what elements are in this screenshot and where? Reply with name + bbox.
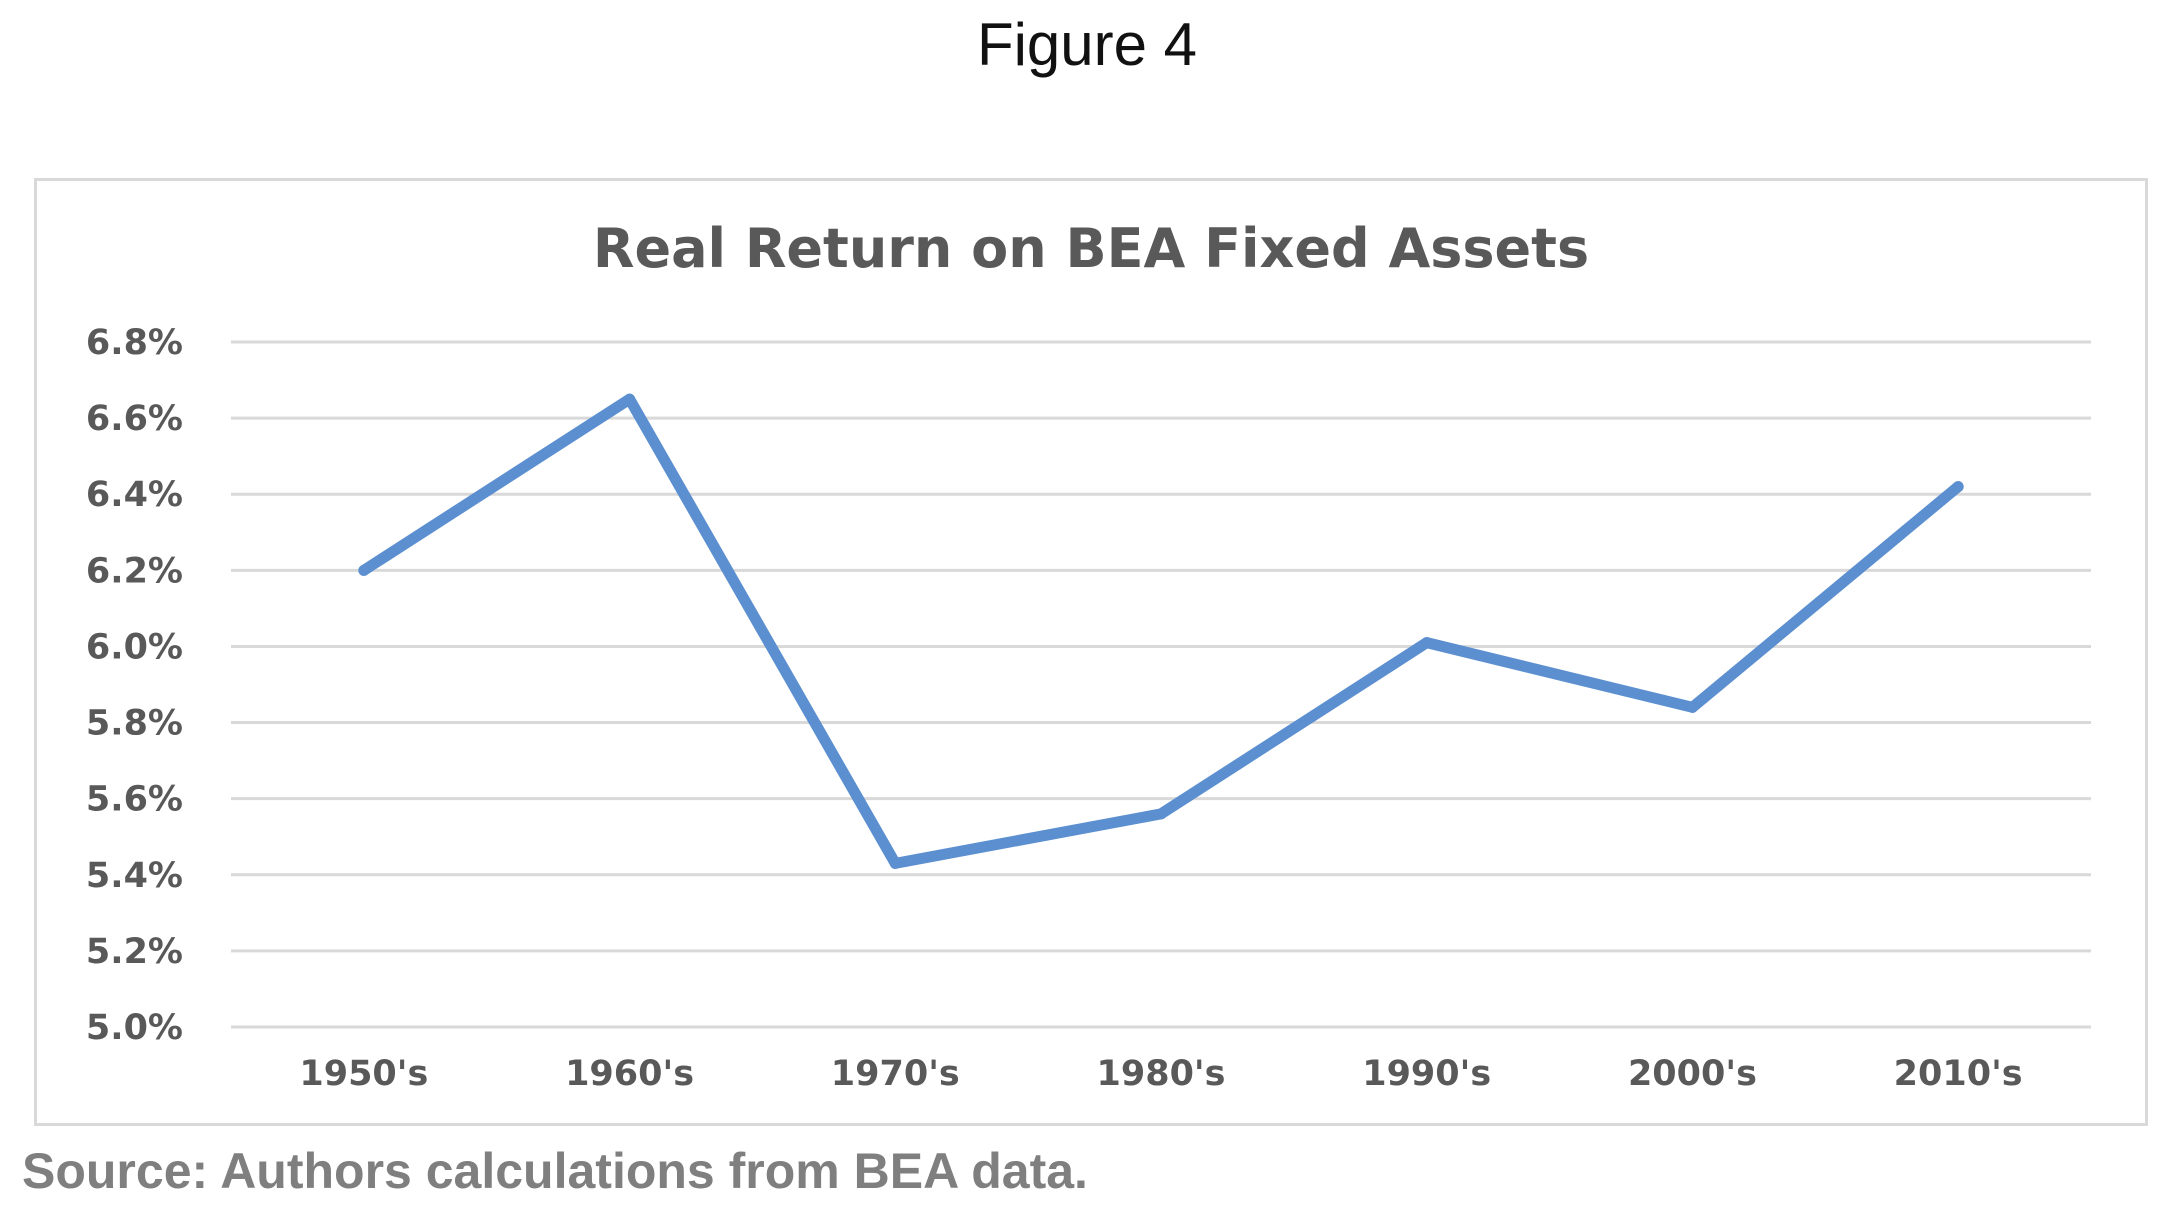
series-layer <box>358 393 1964 869</box>
data-point <box>358 564 370 576</box>
data-point <box>624 393 636 405</box>
y-tick-label: 5.2% <box>86 932 183 972</box>
y-tick-label: 5.0% <box>86 1008 183 1048</box>
series-line <box>358 393 1964 869</box>
y-axis-tick-labels: 5.0% 5.2% 5.4% 5.6% 5.8% 6.0% 6.2% 6.4% 6.6% 6.8% <box>86 323 183 1048</box>
chart-frame: Real Return on BEA Fixed Assets 5.0% 5.2%… <box>34 178 2148 1126</box>
data-point <box>1421 637 1433 649</box>
data-point <box>1952 481 1964 493</box>
x-tick-label: 1990's <box>1362 1054 1491 1094</box>
x-tick-label: 1980's <box>1097 1054 1226 1094</box>
data-point <box>1686 701 1698 713</box>
x-tick-label: 1960's <box>565 1054 694 1094</box>
data-point <box>1155 808 1167 820</box>
gridlines <box>231 340 2091 1029</box>
x-tick-label: 1950's <box>299 1054 428 1094</box>
source-note: Source: Authors calculations from BEA da… <box>22 1143 1088 1199</box>
y-tick-label: 6.2% <box>86 551 183 591</box>
data-point <box>889 857 901 869</box>
figure-label: Figure 4 <box>976 11 1198 78</box>
x-tick-label: 1970's <box>831 1054 960 1094</box>
chart-title: Real Return on BEA Fixed Assets <box>593 217 1589 280</box>
y-tick-label: 5.4% <box>86 856 183 896</box>
line-chart: Real Return on BEA Fixed Assets 5.0% 5.2%… <box>86 217 2091 1094</box>
x-tick-label: 2010's <box>1894 1054 2023 1094</box>
y-tick-label: 6.6% <box>86 399 183 439</box>
y-tick-label: 6.8% <box>86 323 183 363</box>
y-tick-label: 5.8% <box>86 704 183 744</box>
y-tick-label: 6.0% <box>86 627 183 667</box>
y-tick-label: 6.4% <box>86 475 183 515</box>
y-tick-label: 5.6% <box>86 780 183 820</box>
x-axis-tick-labels: 1950's 1960's 1970's 1980's 1990's 2000's 2010… <box>299 1054 2022 1094</box>
x-tick-label: 2000's <box>1628 1054 1757 1094</box>
